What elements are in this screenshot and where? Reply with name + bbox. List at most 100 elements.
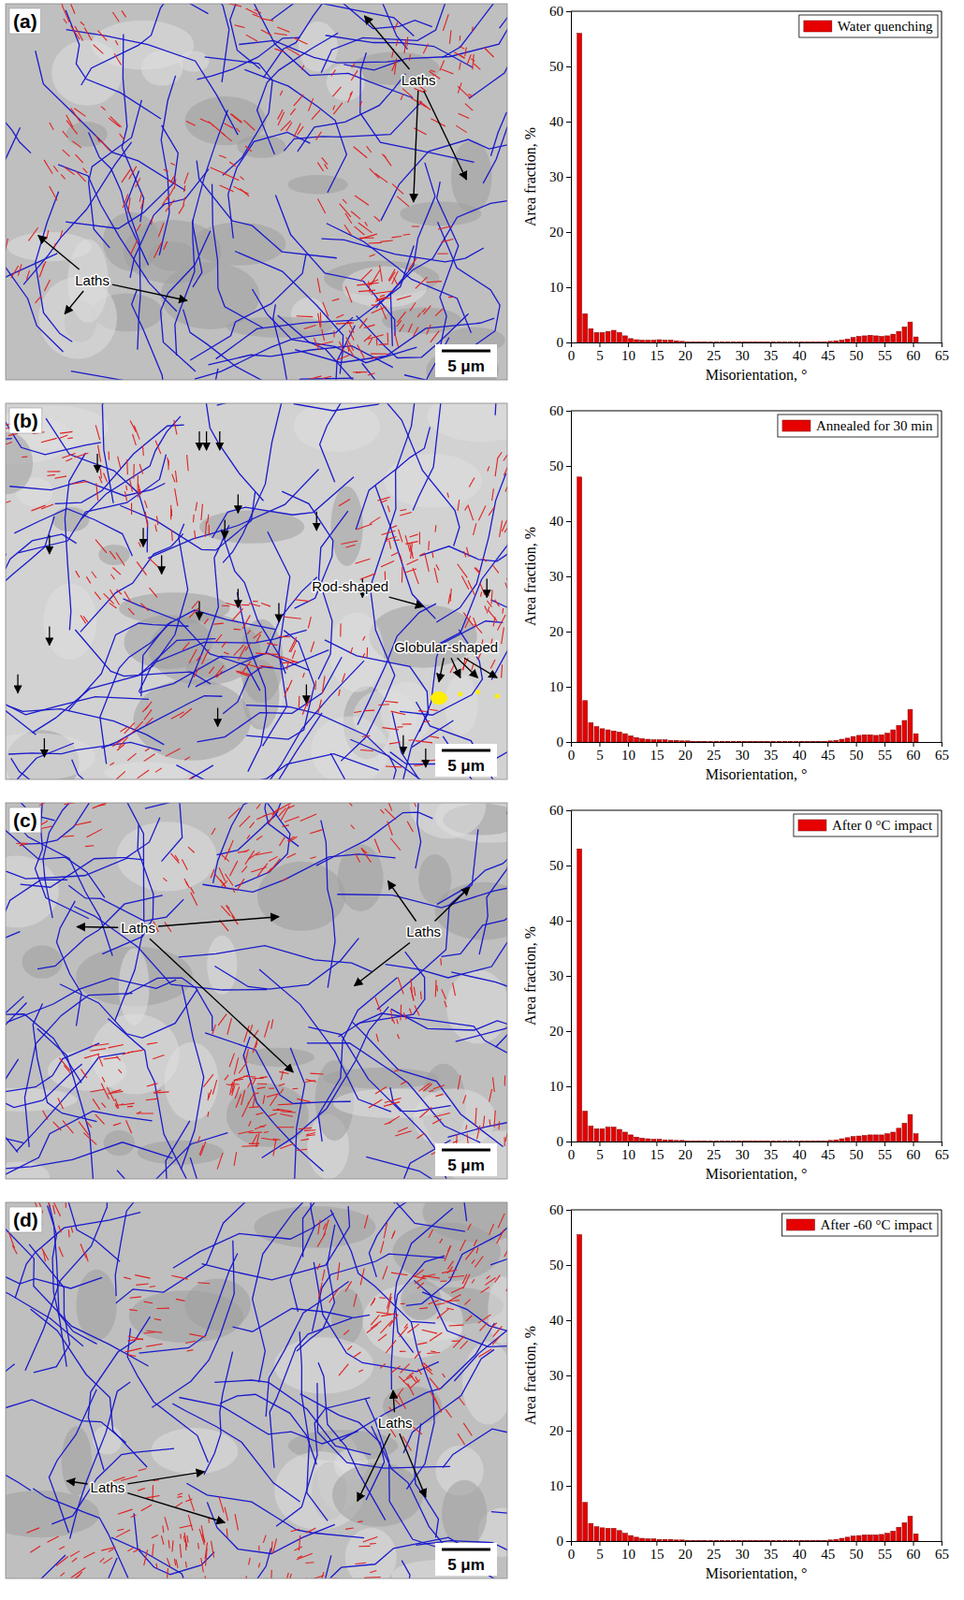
lath-boundary bbox=[116, 589, 122, 595]
lath-boundary bbox=[409, 302, 416, 311]
lath-boundary bbox=[459, 35, 461, 41]
annotation-arrow bbox=[364, 15, 409, 70]
annotation: Laths bbox=[74, 272, 110, 289]
precipitate-arrow bbox=[486, 579, 488, 599]
scale-bar bbox=[441, 749, 491, 753]
lath-boundary bbox=[465, 1248, 475, 1260]
grain-boundary bbox=[357, 603, 437, 726]
lath-boundary bbox=[489, 1089, 493, 1103]
lath-boundary bbox=[473, 523, 477, 536]
micrograph-patch bbox=[287, 175, 348, 194]
bar bbox=[771, 741, 776, 743]
grain-boundary bbox=[385, 895, 508, 979]
bar bbox=[754, 341, 760, 343]
lath-boundary bbox=[183, 185, 185, 192]
lath-boundary bbox=[228, 3, 242, 7]
x-tick-label: 15 bbox=[649, 747, 664, 763]
lath-boundary bbox=[256, 803, 261, 809]
lath-boundary bbox=[59, 230, 62, 238]
x-tick-label: 20 bbox=[678, 747, 693, 763]
bar bbox=[896, 725, 902, 743]
lath-boundary bbox=[349, 330, 354, 341]
lath-boundary bbox=[257, 1087, 266, 1090]
lath-boundary bbox=[109, 602, 117, 609]
precipitate-arrow bbox=[142, 527, 144, 547]
lath-boundary bbox=[369, 1570, 377, 1573]
x-tick-label: 60 bbox=[906, 348, 921, 364]
lath-boundary bbox=[411, 98, 427, 108]
lath-boundary bbox=[380, 1314, 396, 1317]
lath-boundary bbox=[292, 37, 307, 44]
lath-boundary bbox=[444, 1001, 447, 1008]
lath-boundary bbox=[348, 346, 354, 357]
bar bbox=[611, 1127, 616, 1142]
lath-boundary bbox=[386, 803, 393, 812]
y-axis-title: Area fraction, % bbox=[522, 926, 539, 1026]
lath-boundary bbox=[394, 21, 399, 30]
frame-top bbox=[570, 810, 942, 812]
lath-boundary bbox=[314, 680, 317, 690]
lath-boundary bbox=[258, 1546, 260, 1552]
lath-boundary bbox=[184, 757, 190, 760]
lath-boundary bbox=[466, 547, 469, 557]
grain-boundary bbox=[419, 513, 508, 562]
lath-boundary bbox=[261, 603, 271, 608]
lath-boundary bbox=[449, 1325, 465, 1328]
lath-boundary bbox=[475, 567, 481, 573]
lath-boundary bbox=[126, 485, 128, 491]
lath-boundary bbox=[207, 1111, 209, 1117]
lath-boundary bbox=[185, 1562, 187, 1568]
grain-boundary bbox=[48, 1389, 97, 1534]
lath-boundary bbox=[86, 1121, 92, 1128]
grain-boundary bbox=[235, 660, 365, 780]
x-tick-label: 50 bbox=[849, 1147, 864, 1163]
annotation: Laths bbox=[120, 920, 156, 936]
lath-boundary bbox=[389, 1407, 394, 1413]
lath-boundary bbox=[227, 1018, 233, 1036]
y-tick: 0 bbox=[556, 734, 572, 750]
lath-boundary bbox=[286, 47, 301, 57]
lath-boundary bbox=[337, 1262, 340, 1281]
lath-boundary bbox=[378, 1334, 387, 1342]
bar bbox=[588, 1125, 594, 1142]
lath-boundary bbox=[201, 504, 204, 521]
lath-boundary bbox=[302, 672, 305, 678]
lath-boundary bbox=[131, 721, 144, 734]
lath-boundary bbox=[281, 877, 288, 881]
lath-boundary bbox=[392, 271, 399, 285]
bar bbox=[788, 1140, 793, 1142]
lath-boundary bbox=[309, 857, 316, 860]
lath-boundary bbox=[75, 171, 87, 182]
lath-boundary bbox=[481, 1287, 490, 1294]
lath-boundary bbox=[132, 434, 137, 446]
grain-boundary bbox=[116, 1170, 148, 1180]
y-tick-mark bbox=[566, 1086, 571, 1088]
micrograph-patch bbox=[76, 1270, 117, 1342]
lath-boundary bbox=[46, 470, 60, 472]
grain-boundary bbox=[202, 854, 395, 892]
lath-boundary bbox=[184, 1533, 188, 1549]
x-tick-label: 45 bbox=[820, 1147, 835, 1163]
lath-boundary bbox=[317, 277, 321, 293]
lath-boundary bbox=[216, 671, 222, 678]
x-tick-mark bbox=[598, 742, 600, 747]
x-tick-mark bbox=[856, 1141, 858, 1147]
grain-boundary bbox=[196, 160, 337, 259]
lath-boundary bbox=[242, 661, 251, 673]
lath-boundary bbox=[251, 1135, 258, 1146]
lath-boundary bbox=[352, 371, 367, 373]
annotation-arrow bbox=[38, 235, 80, 270]
bar bbox=[662, 740, 668, 743]
lath-boundary bbox=[340, 540, 358, 545]
bar bbox=[776, 341, 782, 343]
grain-boundary bbox=[54, 1558, 117, 1579]
grain-boundary bbox=[243, 1037, 323, 1172]
lath-boundary bbox=[86, 576, 90, 584]
lath-boundary bbox=[430, 331, 439, 343]
grain-boundary bbox=[5, 127, 21, 285]
legend-swatch bbox=[782, 420, 811, 432]
lath-boundary bbox=[316, 131, 322, 141]
lath-boundary bbox=[399, 324, 405, 333]
x-tick-mark bbox=[884, 1141, 886, 1147]
lath-boundary bbox=[379, 343, 390, 346]
